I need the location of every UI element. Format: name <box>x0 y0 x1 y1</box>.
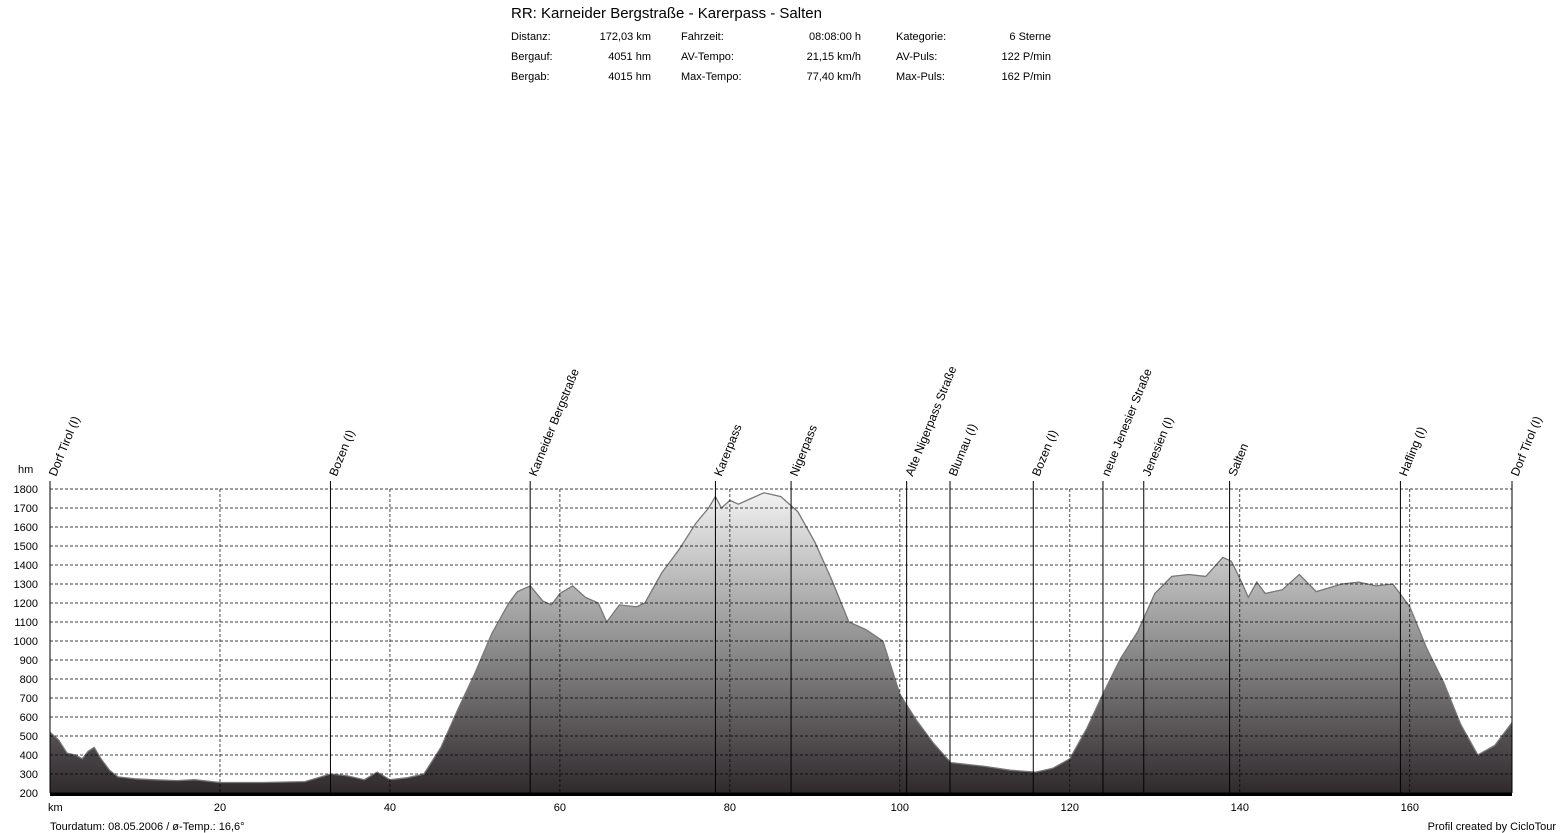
waypoint-label: Karneider Bergstraße <box>526 366 582 478</box>
stat-value-bergab: 4015 hm <box>608 71 651 83</box>
y-tick-label: 1600 <box>14 522 38 534</box>
stat-value-kategorie: 6 Sterne <box>1009 31 1051 43</box>
stat-label-distanz: Distanz: <box>511 31 551 43</box>
stat-label-max-puls: Max-Puls: <box>896 71 945 83</box>
stat-value-av-puls: 122 P/min <box>1001 51 1051 63</box>
stat-label-fahrzeit: Fahrzeit: <box>681 31 724 43</box>
elevation-line <box>49 492 1513 784</box>
stat-label-bergab: Bergab: <box>511 71 550 83</box>
y-tick-label: 1200 <box>14 598 38 610</box>
waypoint-label: Bozen (I) <box>1029 428 1060 478</box>
waypoint-label: Jenesien (I) <box>1140 415 1176 478</box>
stat-label-bergauf: Bergauf: <box>511 51 553 63</box>
y-tick-label: 1700 <box>14 503 38 515</box>
x-axis-label: km <box>48 802 63 814</box>
waypoint-label: Blumau (I) <box>946 422 980 479</box>
x-tick-label: 60 <box>554 802 566 814</box>
waypoint-label: Dorf Tirol (I) <box>46 414 83 478</box>
stat-value-distanz: 172,03 km <box>599 31 651 43</box>
y-tick-label: 600 <box>20 712 38 724</box>
x-tick-label: 100 <box>891 802 909 814</box>
y-tick-label: 800 <box>20 674 38 686</box>
elevation-area <box>50 492 1512 793</box>
y-tick-label: 1300 <box>14 579 38 591</box>
y-tick-label: 1100 <box>14 617 38 629</box>
footer-tour-info: Tourdatum: 08.05.2006 / ø-Temp.: 16,6° <box>50 821 245 833</box>
stat-label-max-tempo: Max-Tempo: <box>681 71 742 83</box>
stat-label-av-tempo: AV-Tempo: <box>681 51 734 63</box>
footer-credit: Profil created by CicloTour <box>1427 821 1556 833</box>
waypoint-label: Salten <box>1225 441 1251 478</box>
y-tick-label: 1400 <box>14 560 38 572</box>
y-tick-label: 400 <box>20 750 38 762</box>
stat-label-av-puls: AV-Puls: <box>896 51 938 63</box>
waypoint-label: Karerpass <box>711 422 744 478</box>
y-tick-label: 300 <box>20 769 38 781</box>
stat-value-max-puls: 162 P/min <box>1001 71 1051 83</box>
y-tick-label: 1800 <box>14 484 38 496</box>
y-tick-label: 900 <box>20 655 38 667</box>
x-tick-label: 80 <box>724 802 736 814</box>
x-tick-label: 120 <box>1061 802 1079 814</box>
stat-value-av-tempo: 21,15 km/h <box>806 51 861 63</box>
y-tick-label: 500 <box>20 731 38 743</box>
x-axis-bar <box>50 793 1512 796</box>
stat-value-max-tempo: 77,40 km/h <box>806 71 861 83</box>
x-tick-label: 140 <box>1231 802 1249 814</box>
waypoint-label: Hafling (I) <box>1396 425 1428 478</box>
y-axis-label: hm <box>18 464 33 476</box>
y-tick-label: 1500 <box>14 541 38 553</box>
y-tick-label: 700 <box>20 693 38 705</box>
y-tick-label: 1000 <box>14 636 38 648</box>
x-tick-label: 20 <box>214 802 226 814</box>
stat-value-bergauf: 4051 hm <box>608 51 651 63</box>
x-tick-label: 40 <box>384 802 396 814</box>
waypoint-label: Nigerpass <box>787 423 820 478</box>
y-tick-label: 200 <box>20 788 38 800</box>
stat-value-fahrzeit: 08:08:00 h <box>809 31 861 43</box>
waypoint-label: Bozen (I) <box>326 428 357 478</box>
stat-label-kategorie: Kategorie: <box>896 31 947 43</box>
x-tick-label: 160 <box>1401 802 1419 814</box>
waypoint-label: Dorf Tirol (I) <box>1508 414 1545 478</box>
chart-title: RR: Karneider Bergstraße - Karerpass - S… <box>511 5 822 22</box>
